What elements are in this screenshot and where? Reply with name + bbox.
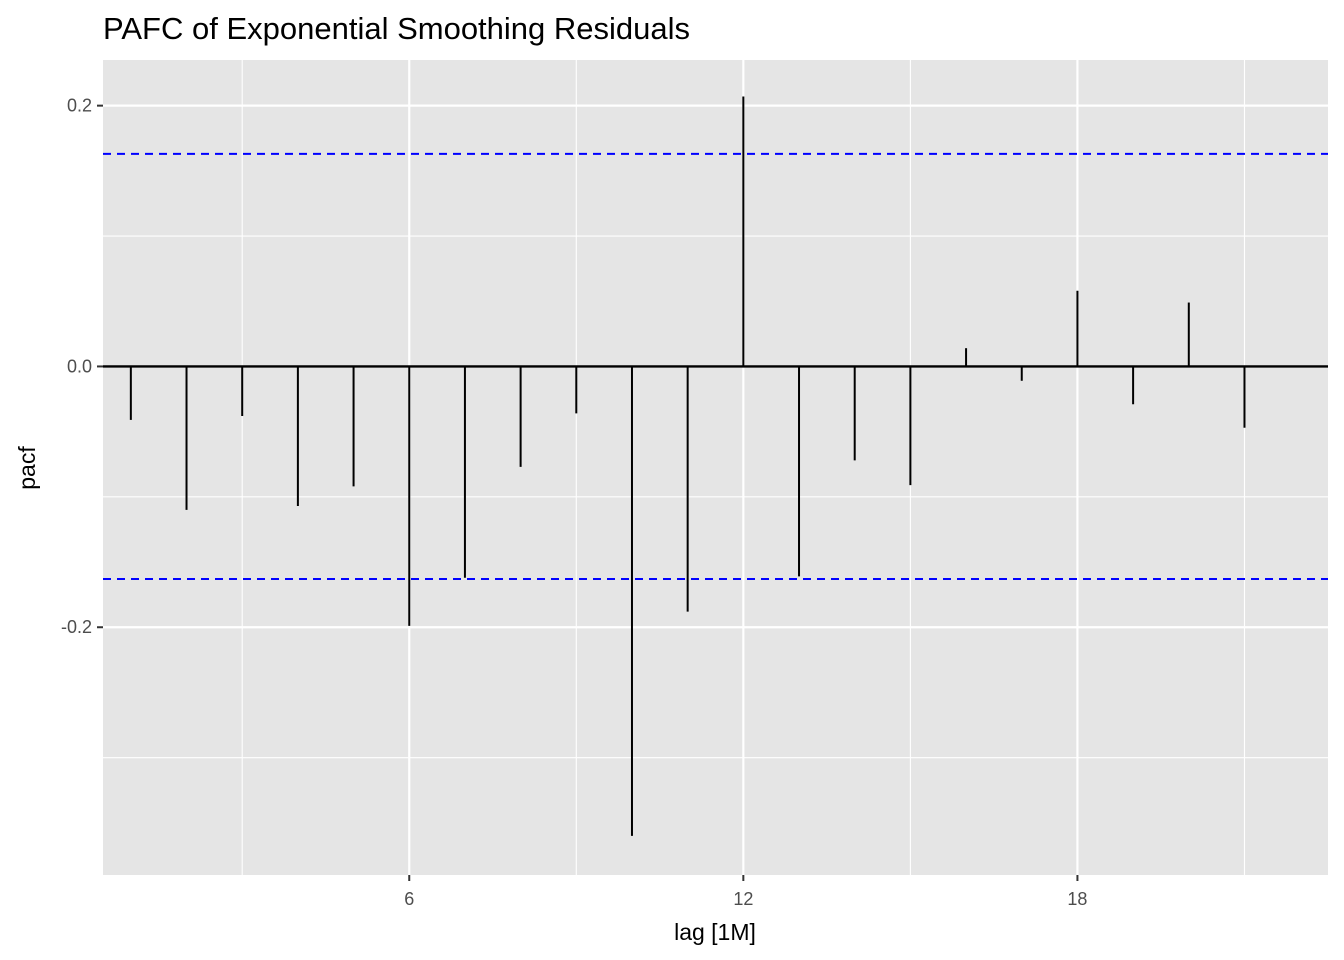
y-axis-title: pacf	[14, 446, 40, 490]
pacf-stems	[129, 96, 1246, 836]
x-tick-label: 18	[1067, 889, 1087, 909]
x-tick-label: 12	[733, 889, 753, 909]
y-tick-label: 0.0	[67, 356, 92, 376]
y-tick-label: -0.2	[61, 617, 92, 637]
plot-panel	[103, 60, 1328, 875]
x-tick-label: 6	[404, 889, 414, 909]
chart-title: PAFC of Exponential Smoothing Residuals	[103, 11, 690, 46]
x-axis: 6 12 18	[404, 875, 1087, 909]
y-tick-label: 0.2	[67, 96, 92, 116]
y-axis: 0.2 0.0 -0.2	[61, 96, 103, 637]
x-axis-title: lag [1M]	[674, 919, 756, 945]
